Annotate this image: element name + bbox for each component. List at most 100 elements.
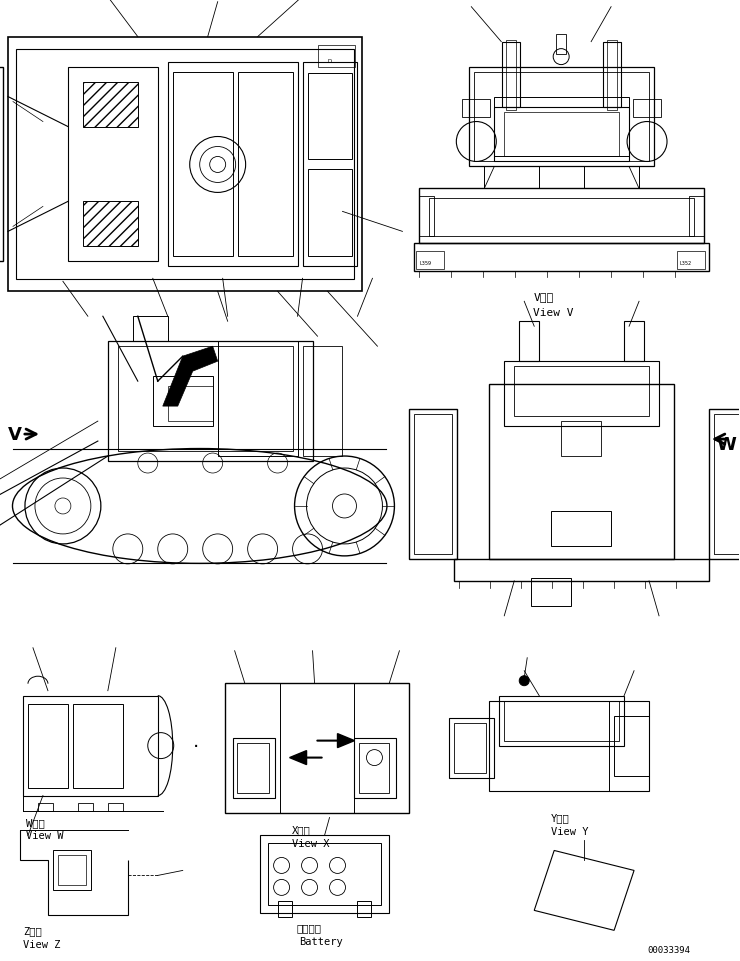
Bar: [238, 72, 292, 257]
Bar: [360, 743, 389, 793]
Bar: [218, 342, 297, 456]
Text: View X: View X: [292, 839, 329, 849]
Bar: [469, 67, 654, 167]
Bar: [308, 74, 352, 160]
Bar: [624, 322, 644, 361]
Bar: [16, 50, 354, 280]
Bar: [78, 802, 92, 811]
Bar: [414, 414, 452, 554]
Bar: [409, 409, 457, 559]
Bar: [260, 836, 389, 913]
Text: View W: View W: [26, 830, 64, 841]
Bar: [308, 170, 352, 257]
Bar: [8, 37, 363, 292]
Text: Z　視: Z 視: [23, 925, 41, 935]
Bar: [132, 317, 168, 342]
Bar: [633, 99, 661, 117]
Bar: [83, 83, 138, 128]
Bar: [551, 511, 611, 547]
Bar: [484, 167, 539, 189]
Bar: [0, 67, 3, 262]
Text: Battery: Battery: [300, 936, 343, 947]
Bar: [689, 197, 704, 237]
Bar: [449, 718, 494, 777]
Bar: [462, 99, 491, 117]
Bar: [519, 322, 539, 361]
Bar: [303, 347, 343, 456]
Bar: [504, 361, 659, 427]
Bar: [232, 738, 275, 798]
Polygon shape: [337, 734, 354, 748]
Bar: [454, 723, 486, 773]
Text: W: W: [717, 435, 737, 454]
Bar: [317, 45, 355, 67]
Text: W　視: W 視: [26, 818, 44, 827]
Bar: [607, 40, 617, 111]
Circle shape: [519, 676, 529, 686]
Bar: [420, 189, 704, 244]
Bar: [68, 67, 158, 262]
Bar: [108, 802, 123, 811]
Bar: [237, 743, 269, 793]
Bar: [504, 701, 619, 741]
Bar: [514, 367, 649, 417]
Bar: [506, 40, 517, 111]
Bar: [709, 409, 740, 559]
Bar: [172, 72, 232, 257]
Bar: [454, 559, 709, 581]
Bar: [225, 683, 409, 813]
Text: バッテリ: バッテリ: [297, 923, 322, 932]
Bar: [614, 716, 649, 776]
Bar: [414, 244, 709, 272]
Text: L352: L352: [679, 261, 691, 266]
Bar: [28, 704, 68, 788]
Bar: [278, 901, 292, 918]
Text: View V: View V: [534, 308, 574, 318]
Text: L359: L359: [420, 261, 431, 266]
Bar: [108, 342, 312, 461]
Bar: [561, 422, 601, 456]
Bar: [489, 701, 649, 791]
Bar: [168, 62, 297, 267]
Polygon shape: [163, 347, 218, 407]
Text: .: .: [192, 731, 199, 750]
Text: D: D: [328, 59, 332, 63]
Polygon shape: [289, 751, 306, 765]
Bar: [494, 97, 629, 158]
Bar: [268, 844, 381, 905]
Bar: [677, 252, 705, 270]
Bar: [500, 696, 624, 746]
Bar: [474, 72, 649, 162]
Bar: [417, 252, 444, 270]
Bar: [118, 347, 292, 452]
Bar: [58, 855, 86, 885]
Bar: [83, 202, 138, 247]
Bar: [584, 167, 639, 189]
Bar: [504, 112, 619, 158]
Bar: [420, 197, 434, 237]
Bar: [73, 704, 123, 788]
Bar: [502, 42, 520, 108]
Bar: [714, 414, 740, 554]
Bar: [556, 35, 566, 55]
Bar: [354, 738, 397, 798]
Text: 00033394: 00033394: [647, 946, 690, 954]
Bar: [23, 696, 158, 796]
Bar: [357, 901, 371, 918]
Bar: [38, 802, 53, 811]
Text: View Z: View Z: [23, 939, 61, 949]
Bar: [603, 42, 621, 108]
Text: View Y: View Y: [551, 826, 589, 837]
Bar: [152, 377, 212, 427]
Bar: [494, 108, 629, 162]
Text: Y　視: Y 視: [551, 813, 570, 823]
Text: X　視: X 視: [292, 825, 310, 834]
Bar: [303, 62, 357, 267]
Text: V: V: [8, 426, 22, 444]
Bar: [531, 579, 571, 606]
Bar: [168, 386, 212, 422]
Bar: [429, 199, 694, 237]
Bar: [489, 384, 674, 559]
Bar: [53, 850, 91, 891]
Text: V　視: V 視: [534, 292, 554, 302]
